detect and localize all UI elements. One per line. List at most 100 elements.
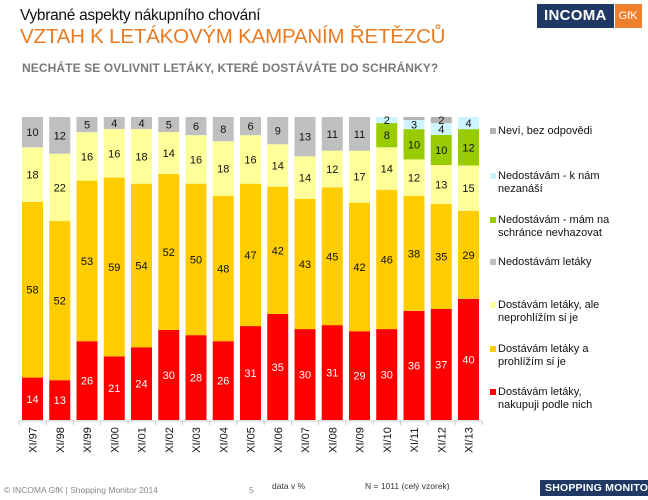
bar-segment [212,341,234,420]
data-label: 13 [54,395,66,407]
data-label: 22 [54,182,66,194]
chart-question: NECHÁTE SE OVLIVNIT LETÁKY, KTERÉ DOSTÁV… [22,61,439,75]
bar-segment [103,177,125,357]
bar-segment [458,165,479,211]
bar-segment [22,377,43,420]
data-label: 11 [327,129,338,141]
data-label: 4 [438,124,444,136]
data-label: 35 [272,362,284,374]
bar-segment [267,144,289,187]
x-tick-label: XI/04 [218,427,230,453]
bar-segment [403,120,425,130]
legend-swatch [490,259,496,265]
bar-segment [376,117,398,124]
legend-swatch [490,217,496,223]
bar-segment [131,347,152,420]
data-label: 42 [272,245,284,257]
bar-segment [158,174,180,330]
legend-label: Dostávám letáky, ale neprohlížím si je [498,299,600,324]
x-axis [18,420,483,425]
data-label: 45 [326,251,338,263]
bar-segment [267,186,289,314]
data-label: 8 [384,130,390,142]
bar-segment [321,187,343,326]
data-label: 36 [408,360,420,372]
data-label: 6 [193,121,199,133]
data-label: 18 [135,151,147,163]
legend-swatch [490,173,496,179]
bar-segment [22,147,43,202]
bar-segment [22,117,43,148]
x-tick-label: XI/08 [327,427,339,453]
legend-label: Nedostávám - mám na schránce nevhazovat [498,214,610,239]
bar-segment [158,117,180,132]
bar-segment [103,356,125,420]
data-label: 16 [244,154,256,166]
data-label: 30 [299,370,311,382]
gfk-logo-text: GfK [613,4,642,28]
x-tick-label: XI/01 [137,427,149,453]
bar-segment [212,195,234,342]
data-label: 12 [326,164,338,176]
data-label: 21 [108,383,120,395]
bar-segment [49,153,71,222]
data-label: 9 [275,126,281,138]
page-title: VZTAH K LETÁKOVÝM KAMPANÍM ŘETĚZCŮ [20,25,446,48]
bar-segment [22,201,43,378]
bar-segment [430,117,452,123]
data-label: 54 [135,260,147,272]
bar-segment [76,180,98,342]
bar-segment [49,380,71,420]
data-label: 12 [462,142,474,154]
incoma-logo-text: INCOMA [537,4,614,28]
legend-label: Dostávám letáky a prohlížím si je [498,343,589,368]
bar-segment [294,156,316,199]
x-tick-label: XI/03 [191,427,203,453]
data-label: 26 [81,376,93,388]
bar-segment [185,117,207,136]
legend-label: Neví, bez odpovědi [498,125,593,137]
bar-segment [376,329,398,420]
bar-segment [76,117,98,133]
data-label: 24 [135,379,147,391]
legend-label: Nedostávám - k nám nezanáší [498,170,600,195]
bar-segment [294,198,316,330]
bar-segment [131,117,152,130]
bar-segment [76,132,98,181]
data-label: 5 [166,120,172,132]
data-label: 12 [408,173,420,185]
data-label: 11 [354,129,365,141]
data-label: 31 [244,368,256,380]
data-label: 8 [220,124,226,136]
data-label: 10 [408,139,420,151]
legend-label: Dostávám letáky, nakupuji podle nich [498,386,593,411]
x-tick-label: XI/11 [409,428,421,453]
footer-copyright: © INCOMA GfK | Shopping Monitor 2014 [4,485,158,495]
data-label: 14 [299,173,311,185]
data-label: 29 [462,250,474,262]
bar-segment [131,183,152,348]
data-label: 30 [381,370,393,382]
data-label: 58 [26,285,38,297]
x-tick-label: XI/05 [246,427,258,453]
data-label: 31 [326,368,338,380]
unit-note: data v % [272,481,306,491]
legend-label: Nedostávám letáky [498,256,592,268]
bar-segment [158,132,180,174]
bar-segment [349,331,370,420]
data-label: 2 [384,115,390,127]
bar-segment [458,210,479,299]
bar-segment [349,117,370,151]
bar-segment [430,165,452,204]
bar-segment [403,117,425,121]
page-number: 5 [249,485,254,495]
bar-segment [294,329,316,420]
x-tick-label: XI/06 [273,427,285,453]
bar-segment [403,310,425,420]
x-tick-label: XI/07 [300,427,312,453]
bar-segment [430,123,452,135]
bar-segment [349,150,370,203]
data-label: 6 [247,121,253,133]
bar-segment [240,326,261,420]
